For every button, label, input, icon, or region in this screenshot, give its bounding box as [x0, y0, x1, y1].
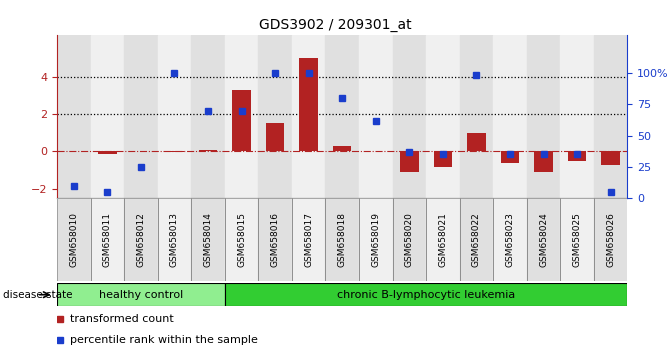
- Bar: [359, 198, 393, 281]
- Bar: [433, 152, 452, 167]
- Bar: [560, 198, 594, 281]
- Bar: [258, 198, 292, 281]
- Text: GSM658016: GSM658016: [270, 212, 280, 267]
- Text: GSM658017: GSM658017: [304, 212, 313, 267]
- Bar: [527, 198, 560, 281]
- Bar: [601, 152, 620, 165]
- Bar: [560, 35, 594, 198]
- Bar: [158, 35, 191, 198]
- Bar: [594, 198, 627, 281]
- Text: GSM658021: GSM658021: [438, 212, 448, 267]
- Bar: [292, 35, 325, 198]
- Bar: [292, 198, 325, 281]
- Text: GDS3902 / 209301_at: GDS3902 / 209301_at: [259, 18, 412, 32]
- Bar: [258, 198, 292, 281]
- Text: disease state: disease state: [3, 290, 73, 300]
- Bar: [594, 198, 627, 281]
- Text: GSM658011: GSM658011: [103, 212, 112, 267]
- Bar: [393, 198, 426, 281]
- Bar: [467, 133, 486, 152]
- Bar: [493, 198, 527, 281]
- Text: GSM658013: GSM658013: [170, 212, 179, 267]
- Bar: [393, 35, 426, 198]
- Bar: [460, 198, 493, 281]
- Bar: [568, 152, 586, 161]
- Bar: [460, 35, 493, 198]
- Text: healthy control: healthy control: [99, 290, 183, 300]
- Bar: [199, 150, 217, 152]
- Text: GSM658012: GSM658012: [136, 212, 146, 267]
- Bar: [426, 198, 460, 281]
- Bar: [460, 198, 493, 281]
- Bar: [325, 198, 359, 281]
- Bar: [91, 35, 124, 198]
- Bar: [57, 198, 91, 281]
- Bar: [191, 35, 225, 198]
- Bar: [225, 198, 258, 281]
- Text: transformed count: transformed count: [70, 314, 174, 324]
- Text: GSM658018: GSM658018: [338, 212, 347, 267]
- Bar: [359, 198, 393, 281]
- Bar: [57, 35, 91, 198]
- Text: GSM658019: GSM658019: [371, 212, 380, 267]
- Bar: [191, 198, 225, 281]
- Text: GSM658014: GSM658014: [203, 212, 213, 267]
- Text: GSM658023: GSM658023: [505, 212, 515, 267]
- Bar: [493, 198, 527, 281]
- Bar: [359, 35, 393, 198]
- Bar: [534, 152, 553, 172]
- Bar: [132, 150, 150, 152]
- Bar: [191, 198, 225, 281]
- Text: GSM658025: GSM658025: [572, 212, 582, 267]
- Bar: [124, 198, 158, 281]
- Bar: [124, 35, 158, 198]
- Bar: [266, 124, 285, 152]
- Bar: [258, 35, 292, 198]
- Bar: [426, 198, 460, 281]
- Text: GSM658010: GSM658010: [69, 212, 79, 267]
- Bar: [225, 283, 627, 306]
- Bar: [426, 35, 460, 198]
- Bar: [325, 35, 359, 198]
- Bar: [158, 198, 191, 281]
- Text: GSM658024: GSM658024: [539, 212, 548, 267]
- Bar: [225, 35, 258, 198]
- Text: chronic B-lymphocytic leukemia: chronic B-lymphocytic leukemia: [337, 290, 515, 300]
- Bar: [91, 198, 124, 281]
- Text: GSM658015: GSM658015: [237, 212, 246, 267]
- Bar: [124, 198, 158, 281]
- Text: percentile rank within the sample: percentile rank within the sample: [70, 335, 258, 345]
- Bar: [225, 198, 258, 281]
- Bar: [158, 198, 191, 281]
- Bar: [91, 198, 124, 281]
- Bar: [493, 35, 527, 198]
- Bar: [366, 150, 385, 152]
- Bar: [325, 198, 359, 281]
- Bar: [527, 35, 560, 198]
- Bar: [292, 198, 325, 281]
- Bar: [57, 198, 91, 281]
- Bar: [232, 90, 251, 152]
- Bar: [594, 35, 627, 198]
- Bar: [299, 58, 318, 152]
- Text: GSM658026: GSM658026: [606, 212, 615, 267]
- Text: GSM658022: GSM658022: [472, 212, 481, 267]
- Bar: [501, 152, 519, 163]
- Bar: [400, 152, 419, 172]
- Bar: [393, 198, 426, 281]
- Bar: [98, 152, 117, 154]
- Bar: [527, 198, 560, 281]
- Bar: [560, 198, 594, 281]
- Bar: [57, 283, 225, 306]
- Bar: [333, 146, 352, 152]
- Text: GSM658020: GSM658020: [405, 212, 414, 267]
